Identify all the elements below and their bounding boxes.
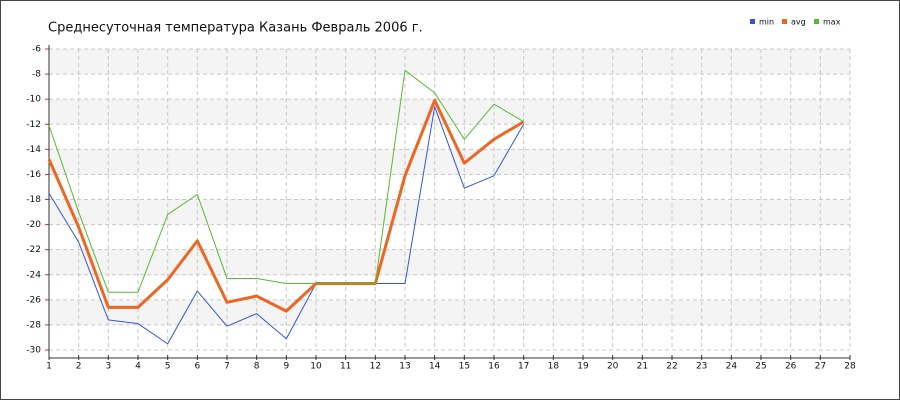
band xyxy=(49,249,850,275)
legend-label: max xyxy=(823,18,841,27)
x-tick-label: 11 xyxy=(340,362,351,372)
y-tick-label: -28 xyxy=(26,320,41,330)
band xyxy=(49,149,850,175)
y-tick-label: -6 xyxy=(32,45,41,55)
legend-swatch xyxy=(782,19,787,24)
y-tick-label: -14 xyxy=(26,145,41,155)
band xyxy=(49,99,850,125)
band xyxy=(49,199,850,225)
x-tick-label: 8 xyxy=(254,362,260,372)
x-tick-label: 17 xyxy=(518,362,529,372)
y-tick-label: -26 xyxy=(26,295,41,305)
y-tick-label: -24 xyxy=(26,270,41,280)
x-tick-label: 19 xyxy=(577,362,589,372)
x-tick-label: 2 xyxy=(76,362,82,372)
x-tick-label: 28 xyxy=(844,362,856,372)
series-line xyxy=(47,98,525,313)
x-tick-label: 24 xyxy=(726,362,738,372)
legend-swatch xyxy=(814,19,819,24)
y-tick-label: -16 xyxy=(26,170,41,180)
x-tick-label: 4 xyxy=(135,362,141,372)
x-tick-label: 7 xyxy=(224,362,230,372)
x-tick-label: 25 xyxy=(755,362,766,372)
y-tick-label: -18 xyxy=(26,195,41,205)
y-tick-label: -10 xyxy=(26,95,41,105)
x-tick-label: 15 xyxy=(459,362,470,372)
y-tick-label: -8 xyxy=(32,70,41,80)
x-tick-label: 21 xyxy=(637,362,648,372)
x-tick-label: 20 xyxy=(607,362,619,372)
x-tick-label: 12 xyxy=(370,362,381,372)
legend-swatch xyxy=(750,19,755,24)
legend-label: min xyxy=(759,18,774,27)
x-tick-label: 27 xyxy=(815,362,826,372)
y-tick-label: -20 xyxy=(26,220,41,230)
series-line xyxy=(48,106,525,345)
x-tick-label: 3 xyxy=(105,362,111,372)
series-line xyxy=(48,69,524,293)
x-tick-label: 1 xyxy=(46,362,52,372)
y-tick-label: -30 xyxy=(26,346,41,356)
band xyxy=(49,49,850,75)
legend-label: avg xyxy=(791,18,806,27)
band xyxy=(49,299,850,325)
x-tick-label: 10 xyxy=(310,362,322,372)
x-tick-label: 16 xyxy=(488,362,500,372)
x-tick-label: 23 xyxy=(696,362,707,372)
y-tick-label: -12 xyxy=(26,120,41,130)
chart-title: Среднесуточная температура Казань Феврал… xyxy=(48,21,423,36)
x-tick-label: 5 xyxy=(165,362,171,372)
x-tick-label: 18 xyxy=(548,362,560,372)
x-tick-label: 6 xyxy=(194,362,200,372)
y-tick-label: -22 xyxy=(26,245,41,255)
x-tick-label: 14 xyxy=(429,362,441,372)
x-tick-label: 22 xyxy=(666,362,677,372)
x-tick-label: 26 xyxy=(785,362,797,372)
x-tick-label: 13 xyxy=(399,362,410,372)
x-tick-label: 9 xyxy=(283,362,289,372)
